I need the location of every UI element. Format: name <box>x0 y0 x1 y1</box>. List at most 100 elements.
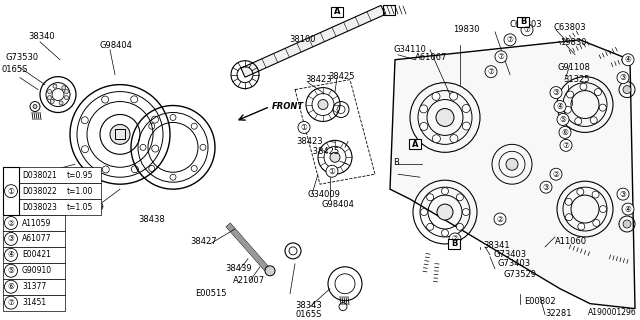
Circle shape <box>565 198 572 205</box>
Text: A21007: A21007 <box>233 276 265 285</box>
Text: 38100: 38100 <box>289 35 316 44</box>
Bar <box>448 239 460 249</box>
Text: ④: ④ <box>8 250 15 260</box>
Circle shape <box>433 135 440 143</box>
Text: ①: ① <box>8 187 15 196</box>
Text: C63803: C63803 <box>510 20 543 29</box>
Text: ⑤: ⑤ <box>8 266 15 275</box>
Text: D038023: D038023 <box>22 203 57 212</box>
Circle shape <box>4 232 17 245</box>
Circle shape <box>330 152 340 162</box>
Circle shape <box>456 194 463 201</box>
Circle shape <box>110 124 130 144</box>
Text: ③: ③ <box>620 73 627 82</box>
Text: t=1.05: t=1.05 <box>67 203 93 212</box>
Circle shape <box>557 114 569 125</box>
Circle shape <box>622 203 634 215</box>
Circle shape <box>617 72 629 84</box>
Circle shape <box>59 101 63 105</box>
Text: G73403: G73403 <box>494 250 527 260</box>
Text: A11060: A11060 <box>555 237 587 246</box>
Text: A61077: A61077 <box>22 235 51 244</box>
Circle shape <box>65 90 68 93</box>
Circle shape <box>436 108 454 126</box>
Circle shape <box>4 217 17 229</box>
Circle shape <box>420 105 428 113</box>
Text: A: A <box>333 7 340 16</box>
Bar <box>3 183 101 199</box>
Circle shape <box>442 188 449 195</box>
Text: B: B <box>451 239 457 248</box>
Polygon shape <box>241 5 385 77</box>
Polygon shape <box>390 40 635 308</box>
Text: ⑦: ⑦ <box>524 25 531 34</box>
Bar <box>331 7 343 17</box>
Circle shape <box>420 123 428 131</box>
Bar <box>3 279 65 295</box>
Text: 38343: 38343 <box>3 170 29 179</box>
Text: ②: ② <box>452 235 458 244</box>
Text: ⑦: ⑦ <box>507 35 513 44</box>
Circle shape <box>540 181 552 193</box>
Circle shape <box>65 96 68 100</box>
Circle shape <box>462 105 470 113</box>
Text: 38427: 38427 <box>190 237 216 246</box>
Circle shape <box>298 122 310 133</box>
Text: 38341: 38341 <box>483 241 509 251</box>
Circle shape <box>4 248 17 261</box>
Text: 38423: 38423 <box>305 75 332 84</box>
Text: G73403: G73403 <box>498 259 531 268</box>
Circle shape <box>550 168 562 180</box>
Circle shape <box>622 54 634 66</box>
Text: ②: ② <box>8 219 15 228</box>
Text: E00515: E00515 <box>195 289 227 298</box>
Text: ①: ① <box>301 123 307 132</box>
Circle shape <box>575 118 582 124</box>
Text: A11059: A11059 <box>22 219 51 228</box>
Circle shape <box>450 135 458 142</box>
Text: ④: ④ <box>625 55 632 64</box>
Circle shape <box>53 84 57 88</box>
Text: D038022: D038022 <box>22 187 57 196</box>
Circle shape <box>595 89 602 96</box>
Text: ⑦: ⑦ <box>8 298 15 307</box>
Text: ③: ③ <box>8 235 15 244</box>
Bar <box>3 247 65 263</box>
Circle shape <box>4 296 17 309</box>
Circle shape <box>420 209 428 216</box>
Text: G90910: G90910 <box>22 266 52 275</box>
Circle shape <box>592 191 599 198</box>
Text: A: A <box>412 140 419 149</box>
Bar <box>115 129 125 140</box>
Circle shape <box>506 158 518 170</box>
Text: 31325: 31325 <box>563 75 589 84</box>
Circle shape <box>326 165 338 177</box>
Circle shape <box>559 126 571 138</box>
Text: G73529: G73529 <box>504 270 537 279</box>
Text: 32281: 32281 <box>545 309 572 318</box>
Circle shape <box>617 188 629 200</box>
Text: 38425: 38425 <box>328 72 355 81</box>
Circle shape <box>485 66 497 78</box>
Circle shape <box>560 140 572 151</box>
Text: 38439: 38439 <box>225 264 252 273</box>
Circle shape <box>599 104 606 111</box>
Circle shape <box>590 117 597 124</box>
Text: G98404: G98404 <box>100 41 133 50</box>
Bar <box>517 17 529 27</box>
Circle shape <box>47 96 52 100</box>
Text: 19830: 19830 <box>560 38 586 47</box>
Text: A190001296: A190001296 <box>588 308 637 316</box>
Text: t=1.00: t=1.00 <box>67 187 93 196</box>
Bar <box>3 295 65 311</box>
Text: 0165S: 0165S <box>2 65 28 74</box>
Bar <box>383 5 395 15</box>
Circle shape <box>47 90 52 93</box>
Text: 38343: 38343 <box>295 301 322 310</box>
Circle shape <box>577 188 584 195</box>
Circle shape <box>4 264 17 277</box>
Circle shape <box>62 86 66 90</box>
Circle shape <box>554 100 566 113</box>
Text: ③: ③ <box>552 88 559 97</box>
Text: G34110: G34110 <box>393 45 426 54</box>
